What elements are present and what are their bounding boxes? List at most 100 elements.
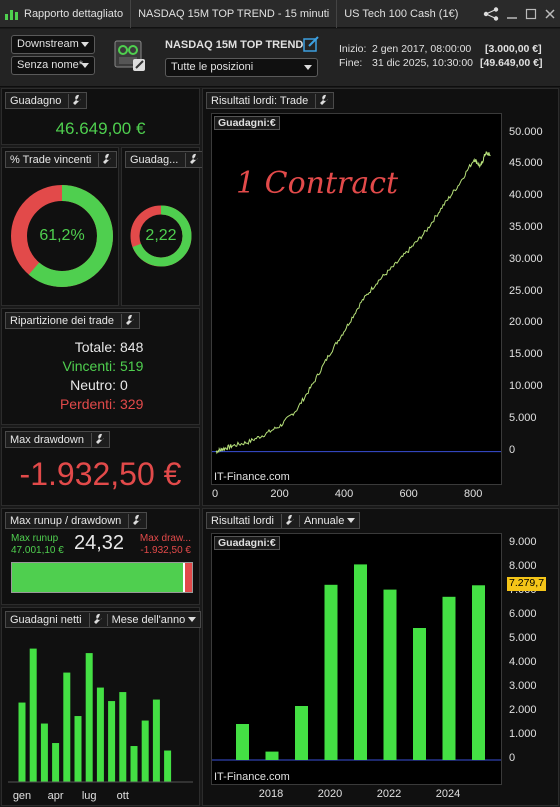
annual-bar <box>265 751 279 760</box>
equity-panel-title: Risultati lordi: Trade <box>206 92 335 109</box>
month-bar <box>141 720 149 782</box>
gain-panel: Guadagno 46.649,00 € <box>1 88 200 145</box>
chevron-down-icon <box>304 65 312 70</box>
month-bar <box>164 750 172 782</box>
runup-value: 47.001,10 € <box>11 545 64 556</box>
chevron-down-icon <box>81 42 89 47</box>
wrench-icon[interactable] <box>120 314 135 328</box>
tab-report[interactable]: Rapporto dettagliato <box>0 0 132 28</box>
net-gains-mode-value: Mese dell'anno <box>111 614 186 626</box>
trade-breakdown-title: Ripartizione dei trade <box>5 312 140 329</box>
month-bar <box>40 723 48 782</box>
month-x-tick: ott <box>117 790 129 802</box>
wrench-icon[interactable] <box>128 514 142 528</box>
annual-x-tick: 2020 <box>317 788 343 800</box>
strategy-name: NASDAQ 15M TOP TREND <box>165 39 304 51</box>
report-chart-icon <box>5 9 18 20</box>
close-icon[interactable] <box>544 8 556 20</box>
annual-watermark: IT-Finance.com <box>214 771 290 783</box>
tab-strategy[interactable]: NASDAQ 15M TOP TREND - 15 minuti <box>131 0 338 28</box>
end-label: Fine: <box>339 57 363 69</box>
view-select-value: Downstream <box>17 38 79 50</box>
edit-icon[interactable] <box>303 36 319 52</box>
win-rate-panel: % Trade vincenti 61,2% <box>1 147 119 306</box>
annual-y-tick: 2.000 <box>509 704 537 716</box>
maximize-icon[interactable] <box>525 8 537 20</box>
net-gains-mode-select[interactable]: Mese dell'anno <box>106 614 201 626</box>
dd-value: -1.932,50 € <box>140 545 191 556</box>
annual-x-tick: 2022 <box>376 788 402 800</box>
total-value: 848 <box>120 339 144 355</box>
equity-y-tick: 10.000 <box>509 380 543 393</box>
month-bar <box>74 716 82 782</box>
neutral-value: 0 <box>120 377 128 393</box>
net-gains-panel: Guadagni netti Mese dell'anno gen apr lug o… <box>1 607 202 806</box>
report-header: Downstream Senza nome* NASDAQ 15M TOP TR… <box>0 29 560 87</box>
equity-x-tick: 0 <box>211 488 219 500</box>
wrench-icon[interactable] <box>280 514 295 528</box>
trade-breakdown-panel: Ripartizione dei trade Totale: 848 Vince… <box>1 308 200 425</box>
win-rate-donut <box>11 185 113 287</box>
month-bar <box>85 653 93 782</box>
annual-y-tick: 8.000 <box>509 560 537 572</box>
equity-y-tick: 15.000 <box>509 348 543 361</box>
tab-instrument[interactable]: US Tech 100 Cash (1€) <box>337 0 465 28</box>
annual-mode-value: Annuale <box>303 515 345 527</box>
gain-title-label: Guadagno <box>10 95 62 107</box>
net-gains-chart: gen apr lug ott <box>8 648 193 802</box>
annual-y-tick: 5.000 <box>509 632 537 644</box>
month-bar <box>18 702 26 782</box>
max-drawdown-title: Max drawdown <box>5 431 110 448</box>
gain-panel-title: Guadagno <box>5 92 88 109</box>
strategy-settings-icon[interactable] <box>114 40 146 72</box>
annual-mode-select[interactable]: Annuale <box>298 515 359 527</box>
positions-select[interactable]: Tutte le posizioni <box>165 58 318 77</box>
view-select[interactable]: Downstream <box>11 35 95 54</box>
runup-ratio: 24,32 <box>74 532 125 554</box>
chevron-down-icon <box>81 63 89 68</box>
equity-y-tick: 30.000 <box>509 252 543 265</box>
start-value: [3.000,00 €] <box>485 43 542 55</box>
equity-y-tick: 35.000 <box>509 220 543 233</box>
start-label: Inizio: <box>339 43 367 55</box>
chevron-down-icon <box>188 617 197 622</box>
annual-chart-area: Guadagni:€ IT-Finance.com <box>211 533 502 785</box>
equity-panel-title-label: Risultati lordi: Trade <box>211 95 309 107</box>
tab-report-label: Rapporto dettagliato <box>24 7 124 20</box>
positions-select-value: Tutte le posizioni <box>171 61 254 73</box>
wrench-icon[interactable] <box>185 153 199 167</box>
equity-chart-title: Guadagni:€ <box>214 116 280 130</box>
annual-bar <box>472 585 485 760</box>
minimize-icon[interactable] <box>506 8 518 20</box>
annual-bar <box>324 584 338 760</box>
month-bar <box>63 672 71 782</box>
equity-y-tick: 20.000 <box>509 316 543 329</box>
layout-select[interactable]: Senza nome* <box>11 56 95 75</box>
start-date: 2 gen 2017, 08:00:00 <box>372 43 472 55</box>
annual-y-tick: 0 <box>509 752 516 764</box>
wrench-icon[interactable] <box>90 433 105 447</box>
equity-series-line <box>215 151 491 455</box>
runup-title: Max runup / drawdown <box>5 512 148 529</box>
wrench-icon[interactable] <box>68 94 82 108</box>
equity-watermark: IT-Finance.com <box>214 471 290 483</box>
equity-line-chart <box>212 151 501 455</box>
annual-bar <box>354 564 367 760</box>
share-icon[interactable] <box>483 7 499 21</box>
wrench-icon[interactable] <box>315 94 329 108</box>
equity-x-tick: 800 <box>463 488 483 500</box>
annual-bar <box>442 596 456 760</box>
runup-label: Max runup <box>11 533 59 544</box>
loss-value: 329 <box>120 396 144 412</box>
gain-ratio-title-label: Guadag... <box>130 154 179 166</box>
win-value: 519 <box>120 358 144 374</box>
annual-panel-title: Risultati lordi Annuale <box>206 512 361 529</box>
win-rate-panel-title: % Trade vincenti <box>5 151 118 168</box>
wrench-icon[interactable] <box>98 153 112 167</box>
net-gains-title: Guadagni netti Mese dell'anno <box>5 611 202 628</box>
window-controls <box>483 0 556 28</box>
wrench-icon[interactable] <box>88 613 103 627</box>
month-bar <box>52 743 60 782</box>
equity-y-tick: 25.000 <box>509 284 543 297</box>
net-gains-title-label: Guadagni netti <box>10 614 82 626</box>
